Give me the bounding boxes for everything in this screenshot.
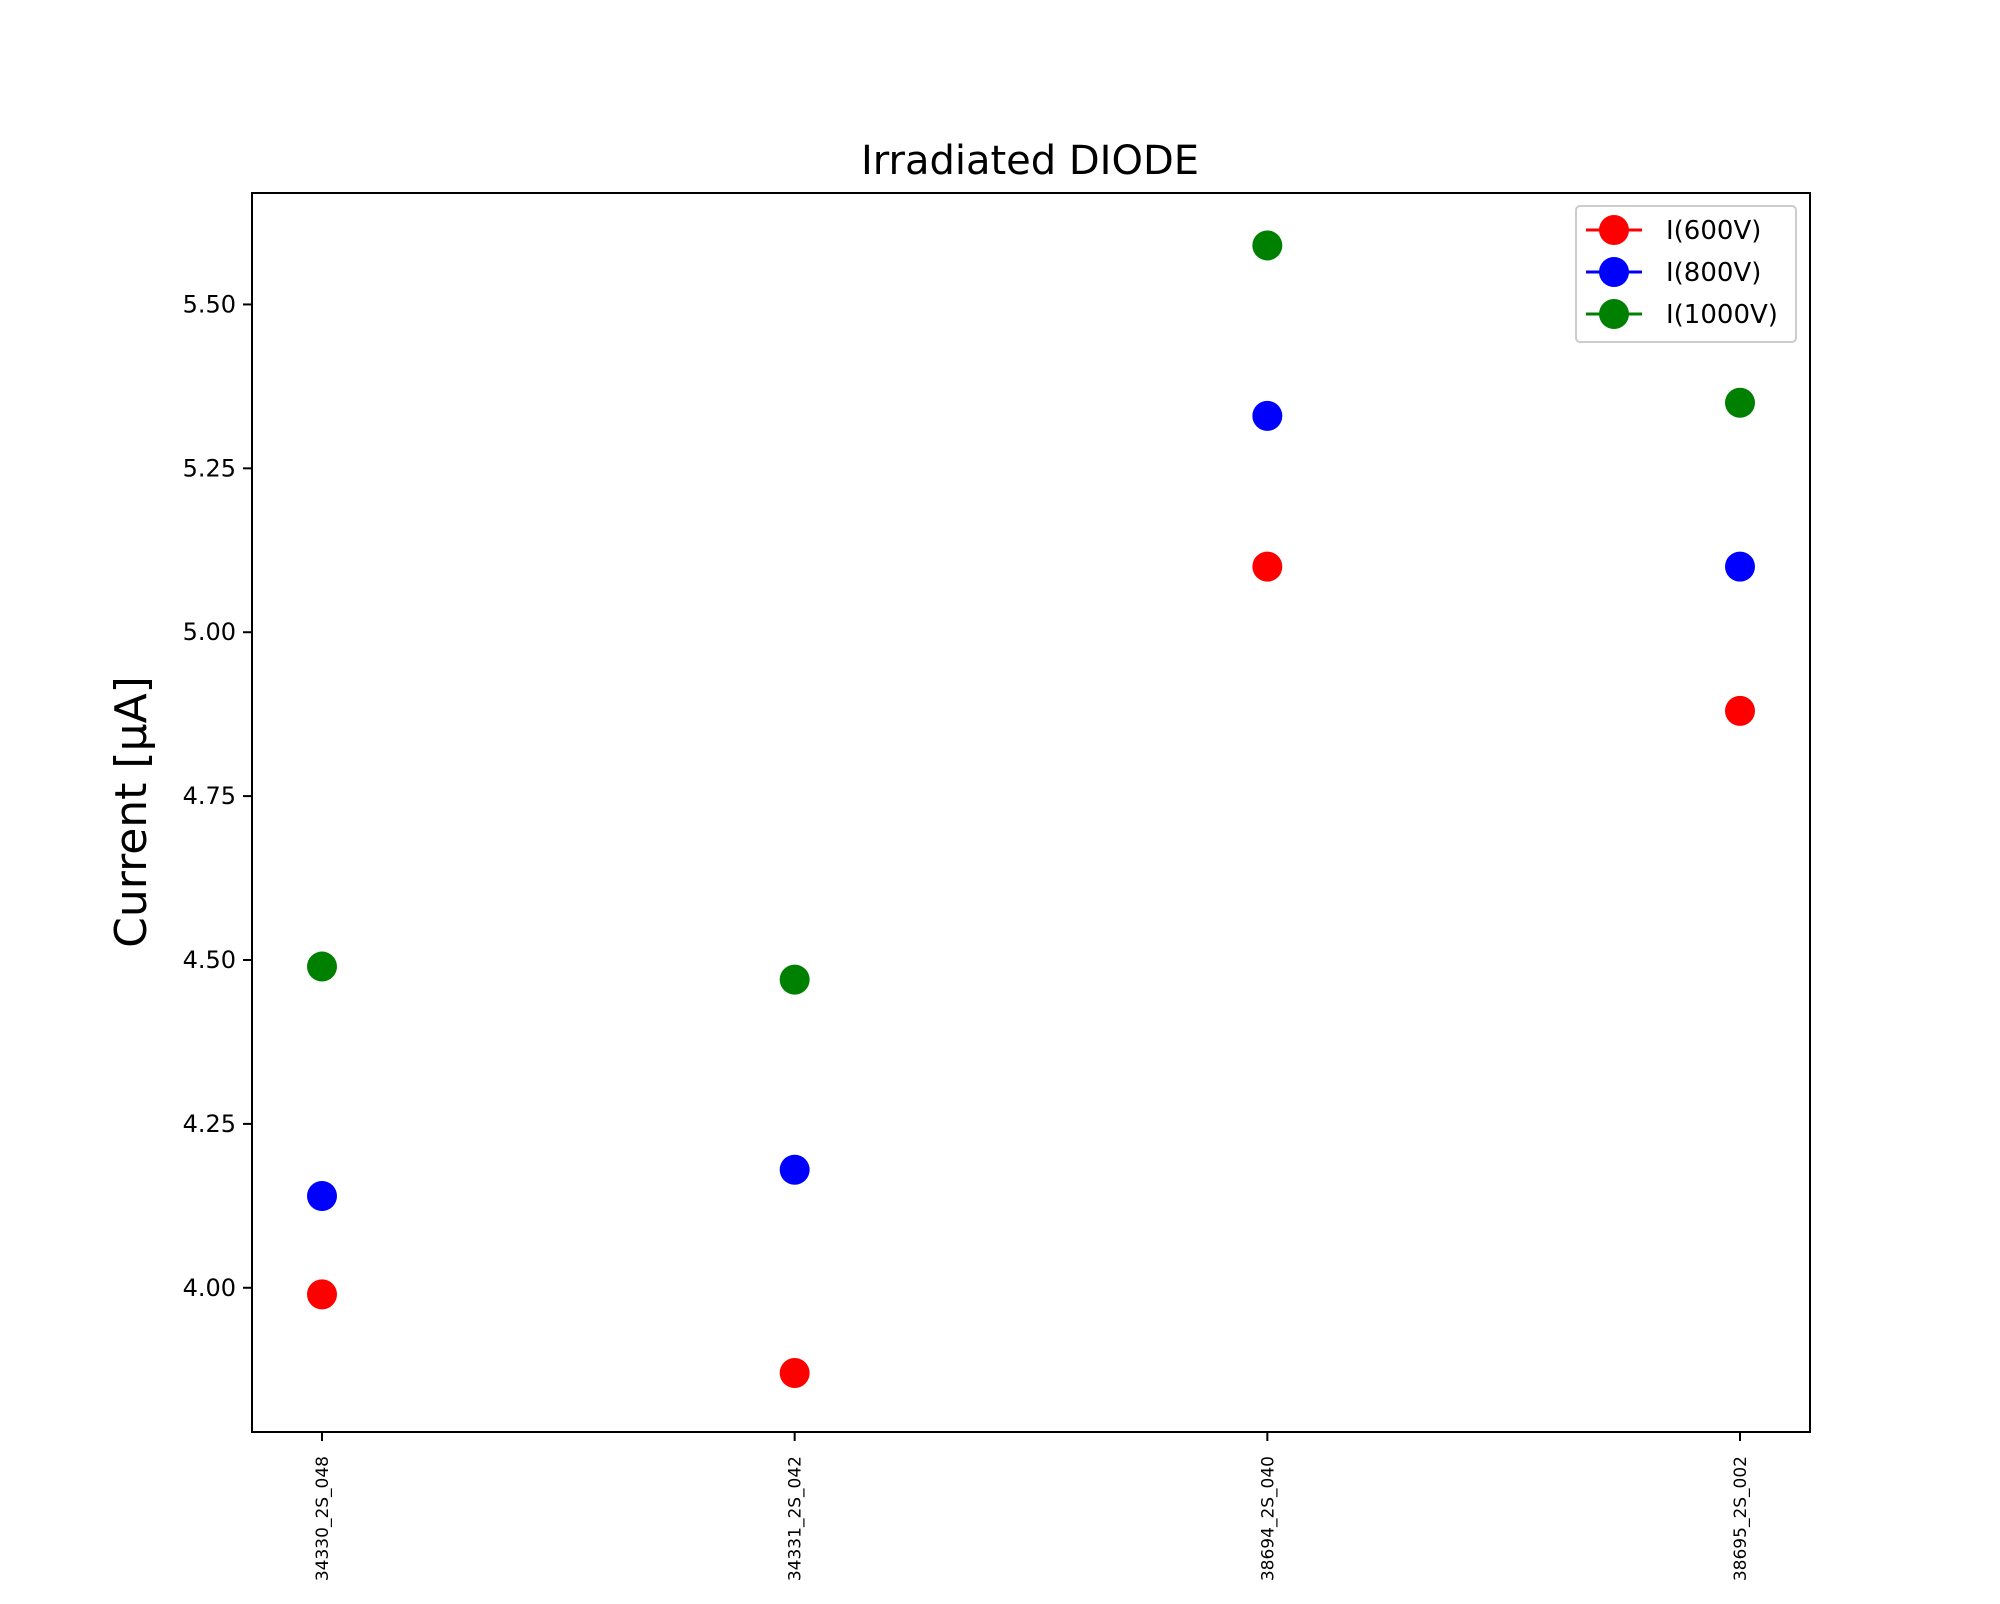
legend-marker (1599, 299, 1629, 329)
legend-label: I(600V) (1666, 216, 1761, 246)
data-point (779, 964, 810, 995)
y-tick-label: 4.50 (183, 946, 236, 974)
y-tick-label: 4.25 (183, 1110, 236, 1138)
data-point (1725, 551, 1755, 582)
data-point (779, 1154, 810, 1185)
legend: I(600V) I(800V) I(1000V) (1575, 205, 1797, 343)
x-tick-label: 38694_2S_040 (1258, 1456, 1278, 1581)
plot-area: 4.00 4.25 4.50 4.75 5.00 5.25 5.50 34330_2S_048… (183, 192, 1811, 1581)
data-point (307, 1181, 337, 1211)
legend-box (1575, 205, 1797, 343)
data-point (1252, 400, 1283, 431)
data-point (1252, 230, 1283, 261)
x-tick-label: 34331_2S_042 (786, 1456, 806, 1581)
data-point (307, 1279, 337, 1310)
data-point (1725, 695, 1755, 726)
y-tick-label: 5.50 (183, 290, 236, 318)
x-tick-label: 38695_2S_002 (1731, 1456, 1751, 1581)
y-axis-label: Current [μA] (106, 676, 157, 948)
legend-marker (1599, 257, 1629, 287)
legend-marker (1599, 215, 1629, 245)
data-point (1725, 387, 1755, 418)
y-tick-label: 4.00 (183, 1274, 236, 1302)
axes-frame (251, 192, 1811, 1433)
chart-title: Irradiated DIODE (861, 138, 1199, 184)
data-point (1252, 551, 1283, 582)
data-point (779, 1358, 810, 1388)
y-tick-label: 5.00 (183, 618, 236, 646)
data-point (307, 951, 337, 982)
y-tick-label: 5.25 (183, 454, 236, 482)
legend-label: I(1000V) (1666, 300, 1778, 330)
legend-label: I(800V) (1666, 258, 1761, 288)
y-tick-label: 4.75 (183, 782, 236, 810)
x-tick-label: 34330_2S_048 (313, 1456, 333, 1581)
